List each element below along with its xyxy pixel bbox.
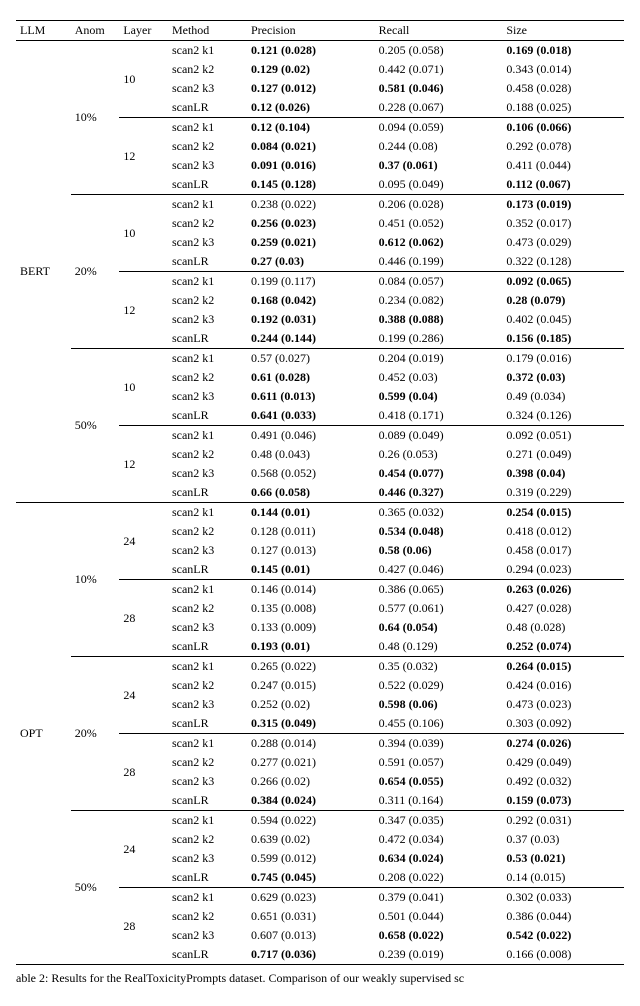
layer-cell: 28 — [119, 580, 168, 657]
anom-cell: 10% — [71, 41, 120, 195]
table-row: BERT10%10scan2 k10.121 (0.028)0.205 (0.0… — [16, 41, 624, 61]
header-row: LLM Anom Layer Method Precision Recall S… — [16, 21, 624, 41]
layer-cell: 10 — [119, 41, 168, 118]
layer-cell: 28 — [119, 888, 168, 965]
anom-cell: 10% — [71, 503, 120, 657]
table-caption: able 2: Results for the RealToxicityProm… — [16, 971, 624, 986]
anom-cell: 20% — [71, 195, 120, 349]
anom-cell: 50% — [71, 811, 120, 965]
layer-cell: 24 — [119, 657, 168, 734]
layer-cell: 12 — [119, 118, 168, 195]
anom-cell: 50% — [71, 349, 120, 503]
llm-cell: OPT — [16, 503, 71, 965]
col-llm: LLM — [16, 21, 71, 41]
col-anom: Anom — [71, 21, 120, 41]
table-row: OPT10%24scan2 k10.144 (0.01)0.365 (0.032… — [16, 503, 624, 523]
layer-cell: 10 — [119, 195, 168, 272]
layer-cell: 24 — [119, 811, 168, 888]
layer-cell: 28 — [119, 734, 168, 811]
col-precision: Precision — [247, 21, 375, 41]
col-recall: Recall — [375, 21, 503, 41]
col-layer: Layer — [119, 21, 168, 41]
table-row: 50%24scan2 k10.594 (0.022)0.347 (0.035)0… — [16, 811, 624, 831]
col-method: Method — [168, 21, 247, 41]
layer-cell: 12 — [119, 272, 168, 349]
layer-cell: 10 — [119, 349, 168, 426]
results-table: LLM Anom Layer Method Precision Recall S… — [16, 20, 624, 965]
layer-cell: 24 — [119, 503, 168, 580]
table-row: 20%10scan2 k10.238 (0.022)0.206 (0.028)0… — [16, 195, 624, 215]
layer-cell: 12 — [119, 426, 168, 503]
table-row: 50%10scan2 k10.57 (0.027)0.204 (0.019)0.… — [16, 349, 624, 369]
llm-cell: BERT — [16, 41, 71, 503]
anom-cell: 20% — [71, 657, 120, 811]
col-size: Size — [502, 21, 624, 41]
table-row: 20%24scan2 k10.265 (0.022)0.35 (0.032)0.… — [16, 657, 624, 677]
